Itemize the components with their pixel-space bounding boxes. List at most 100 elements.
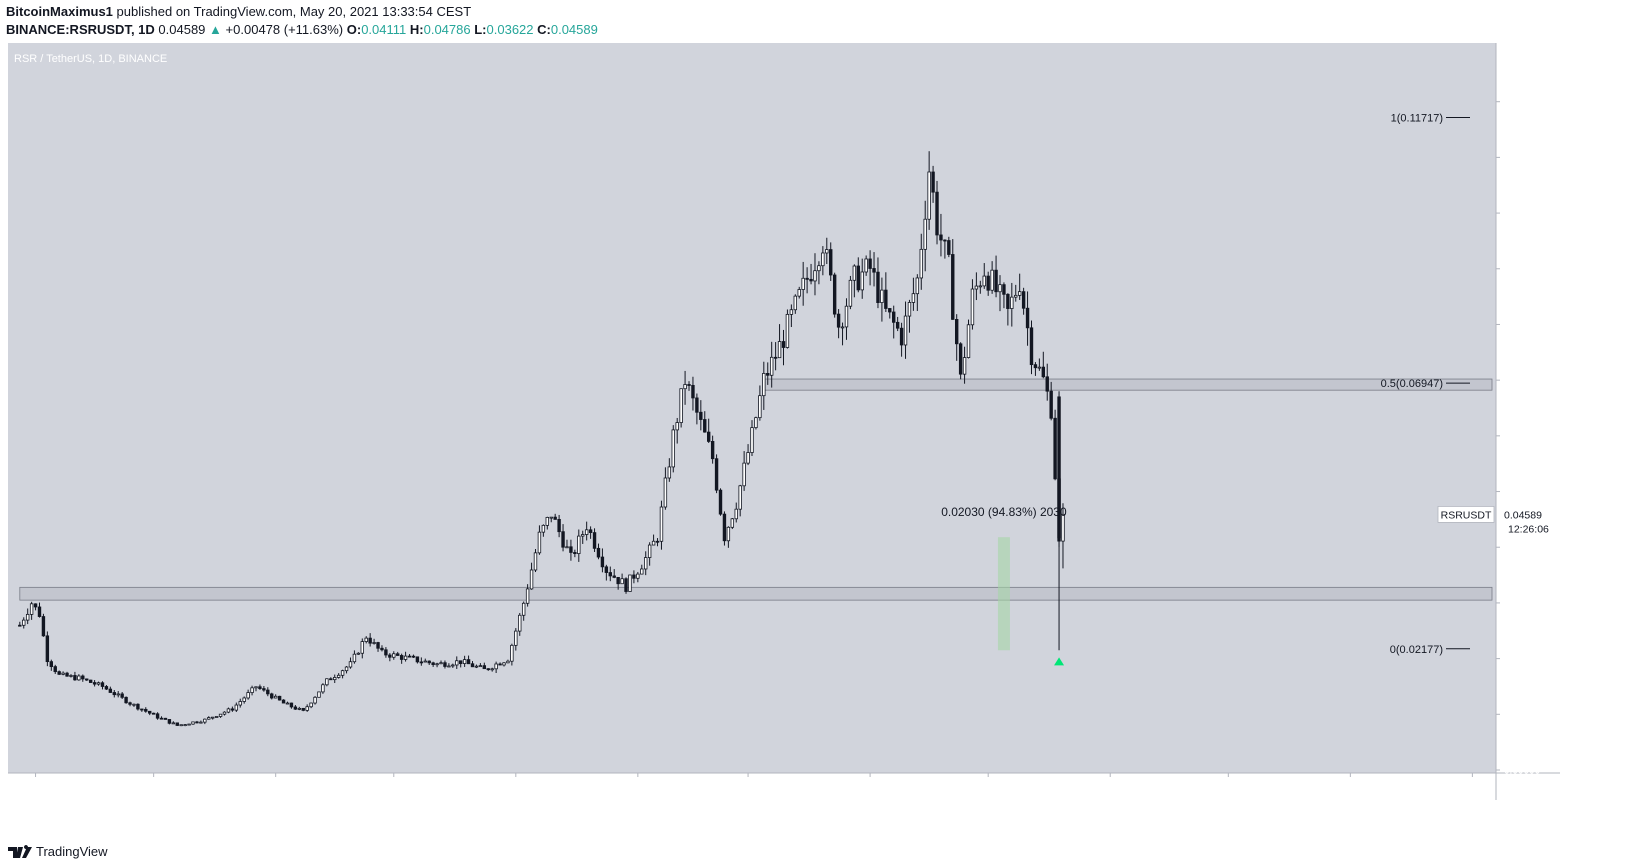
candle-body <box>667 466 672 479</box>
candle-body <box>490 668 494 671</box>
candle <box>1049 381 1053 421</box>
candle-body <box>518 614 522 632</box>
candle <box>451 663 455 668</box>
chart-title: RSR / TetherUS, 1D, BINANCE <box>14 53 167 65</box>
candle <box>884 272 888 313</box>
candle-body <box>207 717 211 720</box>
candle <box>49 659 54 671</box>
candle <box>695 393 699 425</box>
candle-body <box>1014 294 1018 298</box>
candle-body <box>61 672 65 675</box>
candle <box>958 342 963 380</box>
candle <box>805 267 809 294</box>
candle <box>769 341 774 388</box>
candle-body <box>18 624 22 627</box>
candle <box>710 435 715 464</box>
candle <box>65 671 69 677</box>
candle <box>29 601 34 620</box>
candle-body <box>982 275 986 287</box>
candle <box>116 691 120 698</box>
candle-body <box>293 706 298 710</box>
candle-body <box>458 660 463 664</box>
candle <box>187 723 191 726</box>
candle-body <box>722 513 727 542</box>
candle <box>895 316 900 332</box>
candle <box>360 638 364 659</box>
candle-body <box>907 302 912 317</box>
candle <box>1021 287 1026 315</box>
candle <box>100 681 105 690</box>
candle-body <box>954 318 959 345</box>
candle-body <box>974 285 979 290</box>
candle-body <box>222 711 227 715</box>
candle <box>77 674 81 681</box>
candle <box>718 488 723 516</box>
tradingview-footer[interactable]: TradingView <box>8 844 108 859</box>
candle <box>675 417 679 444</box>
x-tick-label: Jul <box>1221 782 1235 794</box>
candle-body <box>69 675 73 677</box>
candle-body <box>466 659 471 665</box>
candle <box>600 548 605 573</box>
candle <box>285 701 290 705</box>
candle-body <box>262 688 266 691</box>
candle-body <box>514 630 518 646</box>
candle <box>750 420 754 457</box>
candle <box>919 233 923 290</box>
candle-body <box>297 707 302 710</box>
candle-body <box>762 373 766 397</box>
candle <box>195 720 199 724</box>
candle-body <box>49 661 54 667</box>
open-value: 0.04111 <box>361 22 407 37</box>
candle <box>931 165 935 203</box>
candle-body <box>246 692 250 699</box>
candle <box>498 662 502 666</box>
candle-body <box>494 663 498 670</box>
plot-area[interactable] <box>8 43 1496 773</box>
candle-body <box>750 427 754 453</box>
candle-body <box>45 635 50 663</box>
candle-body <box>813 270 817 282</box>
high-value: 0.04786 <box>423 22 471 37</box>
candle <box>486 668 490 671</box>
candle-body <box>1002 284 1006 295</box>
candle <box>624 577 628 594</box>
time-axis[interactable]: Sep Oct Nov Dec 2021 Feb Mar Apr May Jun Jul Aug Sep <box>26 773 1482 794</box>
candle <box>671 425 675 473</box>
fib-level-label: 1(0.11717) <box>1391 112 1443 124</box>
candle-body <box>687 384 691 386</box>
candle-body <box>659 506 664 542</box>
candle-body <box>136 703 140 710</box>
candle <box>340 669 345 679</box>
candle <box>325 678 329 687</box>
candle <box>514 628 518 651</box>
price-axis[interactable]: 0.00000 0.01000 0.02000 0.03000 0.04000 0.050… <box>1496 97 1541 777</box>
candle-body <box>612 575 616 578</box>
candle-body <box>372 642 376 644</box>
candle-body <box>931 171 935 193</box>
candle-body <box>632 574 636 579</box>
candle <box>163 717 168 720</box>
candle <box>793 294 798 314</box>
candle-body <box>1025 307 1030 329</box>
candle-body <box>1033 364 1038 369</box>
candle-body <box>876 271 880 303</box>
candle <box>923 200 927 272</box>
candle-body <box>844 305 849 328</box>
candle <box>541 524 546 537</box>
candle <box>108 686 113 693</box>
candle-body <box>100 682 105 687</box>
candle-body <box>238 701 242 706</box>
candle <box>399 653 404 664</box>
candle <box>927 151 931 230</box>
candle <box>352 650 357 664</box>
author-name[interactable]: BitcoinMaximus1 <box>6 4 113 19</box>
candle <box>966 319 971 359</box>
candle <box>581 530 585 544</box>
candle <box>207 716 211 720</box>
candle-body <box>868 258 872 269</box>
candle <box>53 664 57 674</box>
candle-body <box>81 675 85 680</box>
candle <box>561 524 565 552</box>
